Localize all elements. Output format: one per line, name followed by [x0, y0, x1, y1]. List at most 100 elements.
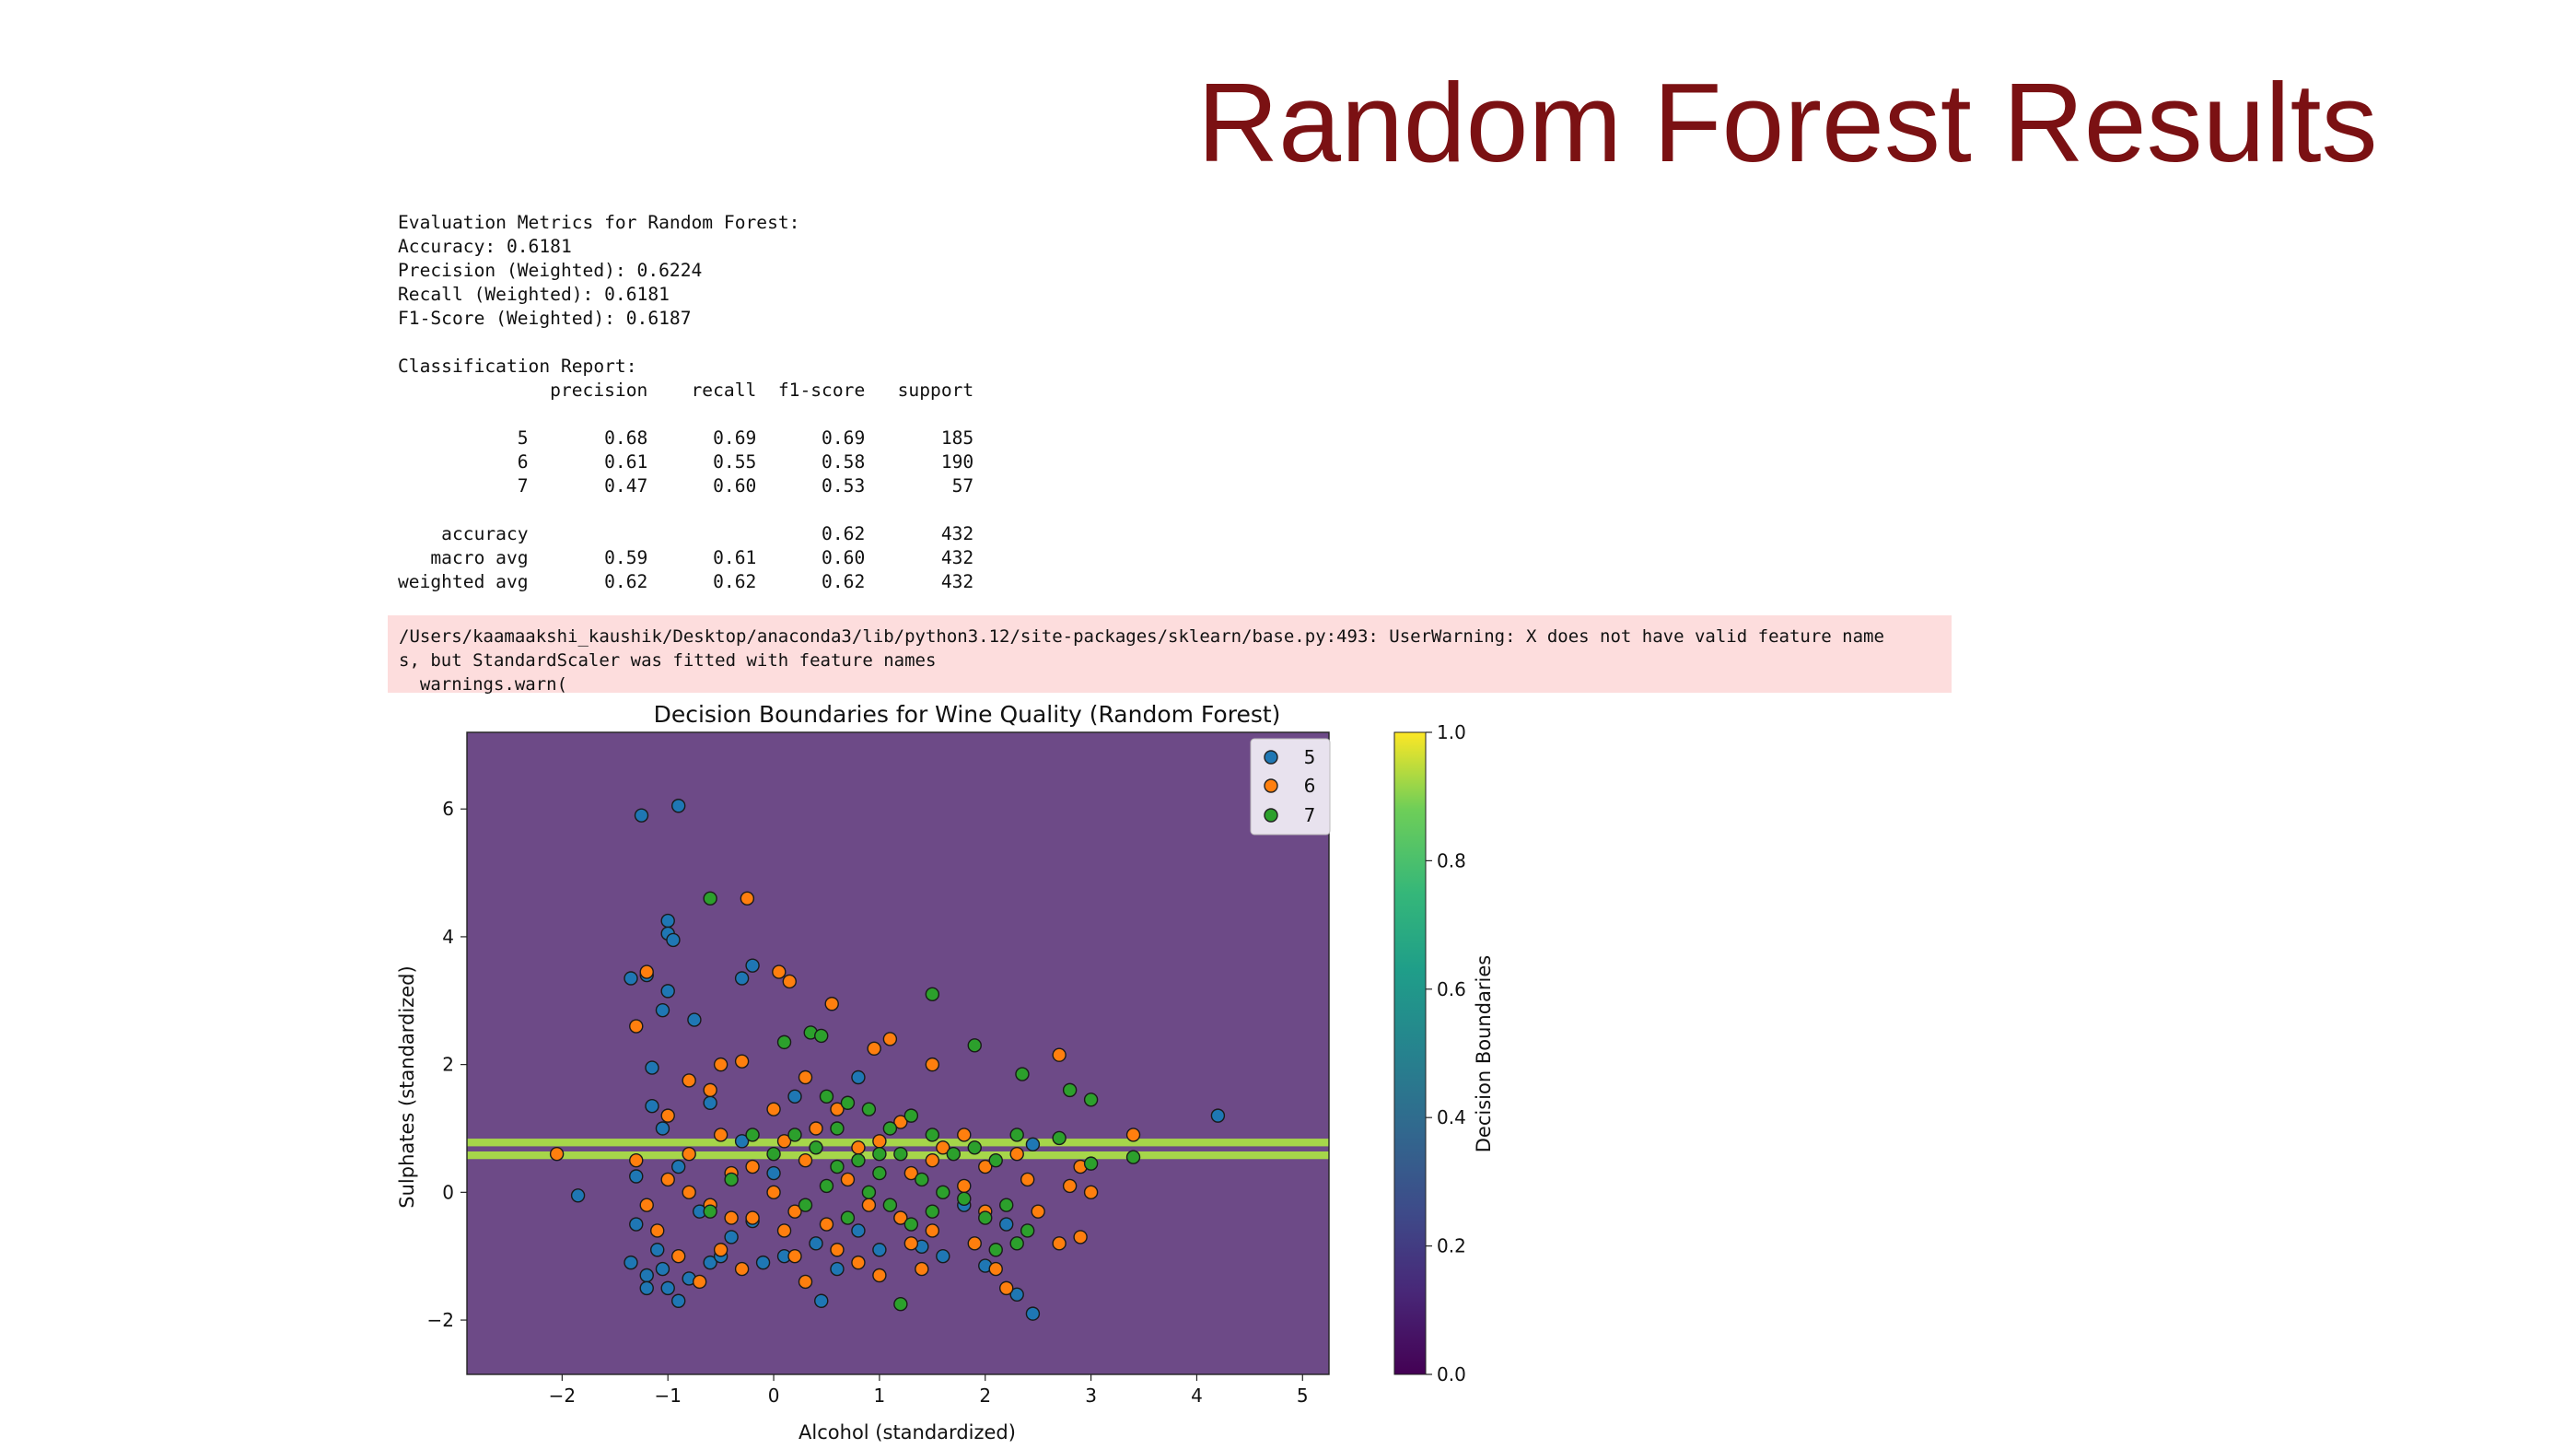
point-quality-5 — [745, 958, 760, 973]
point-quality-5 — [666, 932, 681, 948]
point-quality-5 — [809, 1236, 823, 1251]
point-quality-7 — [1009, 1128, 1024, 1142]
point-quality-6 — [639, 964, 654, 979]
colorbar-tick-label: 0.8 — [1437, 849, 1466, 871]
point-quality-6 — [851, 1255, 866, 1270]
point-quality-6 — [734, 1261, 750, 1277]
point-quality-5 — [755, 1255, 771, 1270]
legend-label-7: 7 — [1304, 804, 1316, 826]
point-quality-7 — [1052, 1130, 1067, 1146]
colorbar — [1393, 731, 1427, 1375]
point-quality-5 — [851, 1069, 866, 1085]
point-quality-5 — [1025, 1137, 1041, 1152]
point-quality-6 — [682, 1185, 696, 1200]
point-quality-6 — [893, 1210, 908, 1225]
point-quality-5 — [814, 1293, 829, 1308]
point-quality-5 — [634, 808, 649, 823]
point-quality-7 — [893, 1147, 908, 1162]
chart-title: Decision Boundaries for Wine Quality (Ra… — [654, 701, 1281, 728]
point-quality-7 — [903, 1108, 919, 1123]
point-quality-6 — [713, 1243, 729, 1257]
y-tick-label: 4 — [442, 926, 454, 948]
x-tick-label: 4 — [1191, 1385, 1203, 1407]
point-quality-5 — [639, 1280, 654, 1296]
point-quality-6 — [776, 1223, 792, 1238]
point-quality-6 — [861, 1198, 877, 1212]
point-quality-7 — [988, 1243, 1003, 1257]
point-quality-7 — [830, 1121, 845, 1136]
point-quality-5 — [687, 1012, 702, 1027]
point-quality-6 — [819, 1217, 834, 1232]
point-quality-6 — [882, 1032, 898, 1046]
plot-background — [467, 732, 1329, 1374]
point-quality-6 — [925, 1057, 940, 1072]
point-quality-7 — [1125, 1150, 1141, 1164]
point-quality-6 — [734, 1054, 750, 1069]
x-tick-label: −1 — [654, 1385, 681, 1407]
point-quality-7 — [1020, 1223, 1035, 1238]
y-tick-label: −2 — [427, 1309, 454, 1331]
x-tick-label: 3 — [1085, 1385, 1097, 1407]
legend: 5 6 7 — [1250, 738, 1331, 836]
x-tick-label: −2 — [549, 1385, 576, 1407]
point-quality-7 — [882, 1198, 898, 1212]
point-quality-6 — [629, 1019, 644, 1034]
point-quality-7 — [903, 1217, 919, 1232]
point-quality-6 — [766, 1102, 781, 1116]
point-quality-5 — [624, 1255, 638, 1270]
point-quality-7 — [925, 1204, 940, 1219]
point-quality-7 — [967, 1038, 982, 1053]
point-quality-5 — [629, 1217, 644, 1232]
legend-marker-5 — [1264, 750, 1278, 765]
y-tick-label: 0 — [442, 1181, 454, 1203]
y-tick-label: 6 — [442, 798, 454, 820]
point-quality-6 — [798, 1152, 813, 1168]
point-quality-6 — [840, 1172, 856, 1187]
point-quality-7 — [957, 1191, 972, 1206]
point-quality-6 — [967, 1236, 982, 1251]
legend-label-6: 6 — [1304, 775, 1316, 797]
point-quality-5 — [851, 1223, 866, 1238]
point-quality-6 — [925, 1223, 940, 1238]
warning-box: /Users/kaamaakshi_kaushik/Desktop/anacon… — [388, 615, 1952, 695]
point-quality-7 — [819, 1089, 834, 1104]
point-quality-6 — [629, 1152, 644, 1168]
point-quality-6 — [772, 964, 787, 979]
point-quality-7 — [1015, 1067, 1030, 1081]
point-quality-6 — [670, 1248, 686, 1264]
point-quality-5 — [703, 1095, 717, 1110]
evaluation-metrics-output: Evaluation Metrics for Random Forest: Ac… — [398, 212, 974, 592]
point-quality-6 — [915, 1261, 929, 1277]
point-quality-7 — [814, 1028, 829, 1044]
point-quality-6 — [925, 1152, 940, 1168]
colorbar-tick-label: 0.4 — [1437, 1106, 1466, 1128]
point-quality-6 — [999, 1280, 1014, 1296]
point-quality-5 — [1025, 1306, 1041, 1321]
point-quality-6 — [1062, 1178, 1078, 1194]
point-quality-5 — [724, 1230, 739, 1245]
point-quality-6 — [903, 1236, 919, 1251]
point-quality-7 — [967, 1140, 982, 1155]
point-quality-6 — [740, 891, 755, 906]
point-quality-7 — [840, 1095, 856, 1110]
point-quality-7 — [936, 1185, 950, 1200]
point-quality-5 — [660, 984, 675, 999]
point-quality-6 — [1031, 1204, 1045, 1219]
point-quality-7 — [1083, 1156, 1099, 1171]
point-quality-6 — [1073, 1230, 1088, 1245]
y-tick-label: 2 — [442, 1054, 454, 1076]
point-quality-5 — [655, 1261, 670, 1277]
point-quality-7 — [851, 1152, 866, 1168]
point-quality-7 — [978, 1210, 993, 1225]
point-quality-6 — [660, 1108, 675, 1123]
point-quality-7 — [809, 1140, 823, 1155]
point-quality-6 — [745, 1159, 760, 1174]
point-quality-6 — [787, 1248, 802, 1264]
boundary-band-2 — [467, 1139, 1329, 1147]
legend-marker-6 — [1264, 778, 1278, 793]
point-quality-5 — [570, 1188, 586, 1203]
point-quality-5 — [629, 1169, 644, 1184]
x-tick-label: 5 — [1297, 1385, 1309, 1407]
point-quality-7 — [925, 987, 940, 1002]
point-quality-7 — [787, 1128, 802, 1142]
